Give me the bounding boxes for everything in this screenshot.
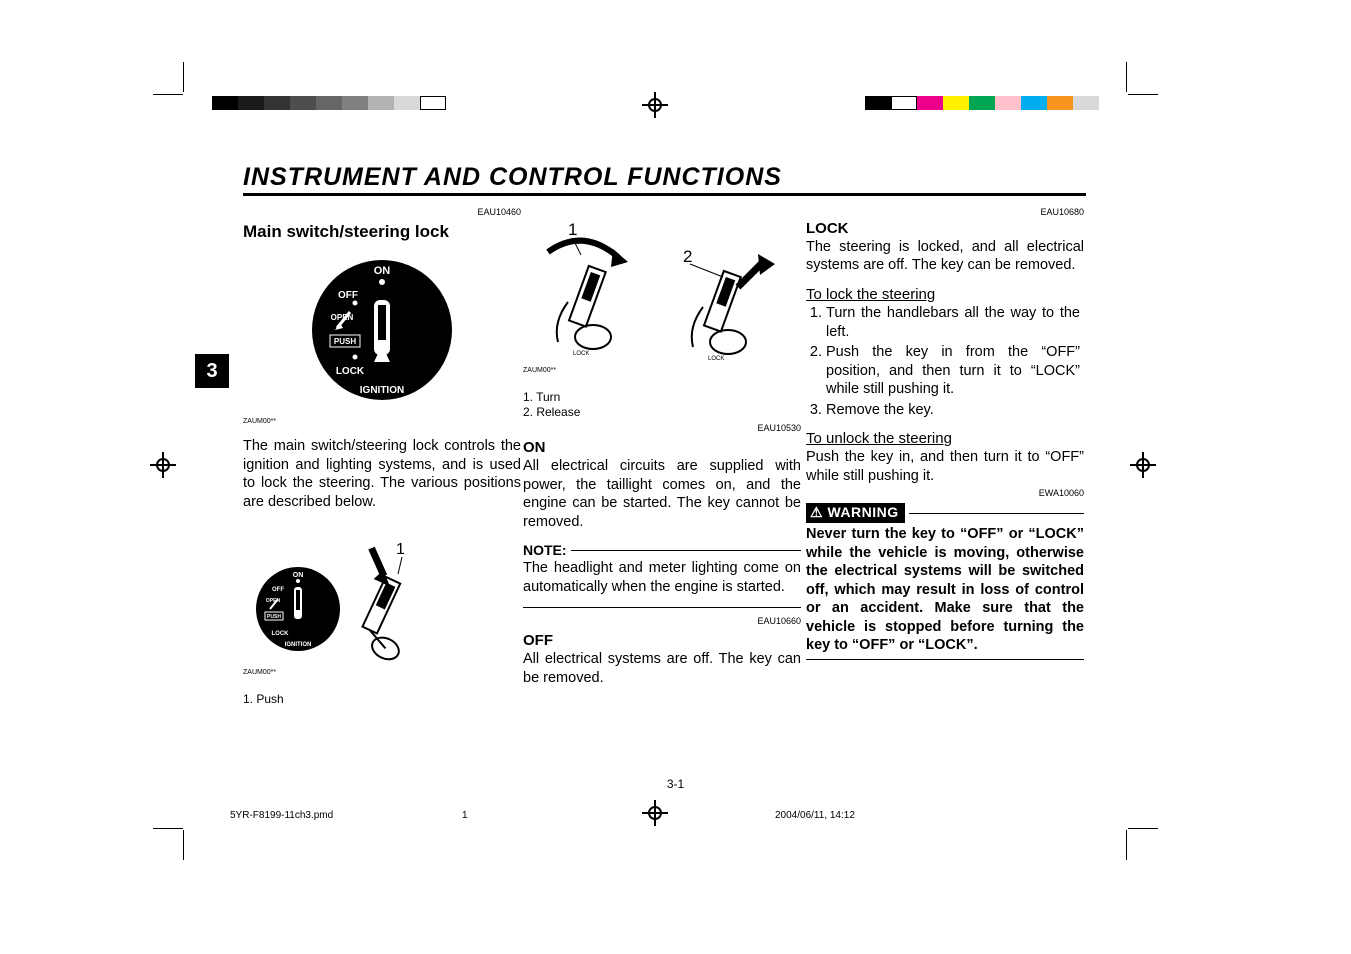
footer-sheet: 1 xyxy=(462,810,468,821)
subsection-heading: LOCK xyxy=(806,219,1084,238)
svg-text:LOCK: LOCK xyxy=(272,631,290,637)
svg-text:ON: ON xyxy=(293,572,304,579)
crop-mark xyxy=(1126,62,1127,92)
svg-text:LOCK: LOCK xyxy=(708,356,724,362)
svg-text:1: 1 xyxy=(396,541,405,558)
list-item: Push the key in from the “OFF” position,… xyxy=(826,343,1084,399)
figure-code: ZAUM00** xyxy=(243,418,521,427)
svg-text:OPEN: OPEN xyxy=(266,598,281,604)
column-2: LOCK 1 LOCK 2 ZAUM00** 1. Turn 2. Rel xyxy=(523,207,801,687)
svg-text:LOCK: LOCK xyxy=(573,351,589,357)
crop-mark xyxy=(153,828,183,829)
svg-text:PUSH: PUSH xyxy=(267,614,281,620)
lock-steps-list: Turn the handlebars all the way to the l… xyxy=(826,304,1084,419)
registration-mark-icon xyxy=(642,800,668,826)
color-calibration-squares xyxy=(865,96,1099,110)
figure-label: 1. Turn xyxy=(523,390,801,405)
column-1: EAU10460 Main switch/steering lock ON OF… xyxy=(243,207,521,708)
figure-code: ZAUM00** xyxy=(243,669,521,678)
chapter-title: INSTRUMENT AND CONTROL FUNCTIONS xyxy=(243,163,782,192)
crop-mark xyxy=(183,62,184,92)
svg-text:1: 1 xyxy=(568,220,577,239)
svg-text:IGNITION: IGNITION xyxy=(360,385,404,396)
crop-mark xyxy=(153,94,183,95)
body-text: Push the key in, and then turn it to “OF… xyxy=(806,448,1084,485)
column-3: EAU10680 LOCK The steering is locked, an… xyxy=(806,207,1084,666)
svg-text:ON: ON xyxy=(374,265,391,277)
crop-mark xyxy=(1128,94,1158,95)
registration-mark-icon xyxy=(1130,452,1156,478)
doc-code: EAU10680 xyxy=(806,207,1084,219)
registration-mark-icon xyxy=(150,452,176,478)
crop-mark xyxy=(183,830,184,860)
body-text: The steering is locked, and all electric… xyxy=(806,238,1084,275)
list-item: Remove the key. xyxy=(826,401,1084,420)
note-body: The headlight and meter lighting come on… xyxy=(523,559,801,596)
note-label: NOTE: xyxy=(523,542,567,560)
warning-label: ⚠ WARNING xyxy=(806,503,905,523)
svg-text:OFF: OFF xyxy=(338,290,358,301)
subsection-heading: OFF xyxy=(523,631,801,650)
doc-code: EAU10660 xyxy=(523,616,801,628)
rule-icon xyxy=(909,513,1084,514)
subsection-heading: ON xyxy=(523,438,801,457)
footer-timestamp: 2004/06/11, 14:12 xyxy=(775,810,855,821)
note-heading: NOTE: xyxy=(523,542,801,560)
footer-filename: 5YR-F8199-11ch3.pmd xyxy=(230,810,333,821)
svg-text:OFF: OFF xyxy=(272,587,284,593)
ignition-dial-figure: ON OFF OPEN PUSH LOCK IGNITION xyxy=(243,250,521,410)
svg-text:PUSH: PUSH xyxy=(334,337,356,346)
figure-code: ZAUM00** xyxy=(523,367,801,376)
rule-icon xyxy=(806,659,1084,660)
list-item: Turn the handlebars all the way to the l… xyxy=(826,304,1084,341)
title-rule xyxy=(243,193,1086,196)
procedure-heading: To lock the steering xyxy=(806,285,1084,304)
crop-mark xyxy=(1126,830,1127,860)
figure-label: 2. Release xyxy=(523,405,801,420)
svg-text:LOCK: LOCK xyxy=(336,366,365,377)
gray-calibration-squares xyxy=(212,96,446,110)
body-text: All electrical systems are off. The key … xyxy=(523,650,801,687)
body-text: The main switch/steering lock controls t… xyxy=(243,437,521,511)
turn-release-figure: LOCK 1 LOCK 2 xyxy=(523,207,801,367)
warning-body: Never turn the key to “OFF” or “LOCK” wh… xyxy=(806,525,1084,655)
body-text: All electrical circuits are supplied wit… xyxy=(523,457,801,531)
svg-text:IGNITION: IGNITION xyxy=(285,642,312,648)
procedure-heading: To unlock the steering xyxy=(806,429,1084,448)
doc-code: EAU10530 xyxy=(523,423,801,435)
doc-code: EWA10060 xyxy=(806,488,1084,500)
section-heading: Main switch/steering lock xyxy=(243,221,521,243)
chapter-tab: 3 xyxy=(195,354,229,388)
page-number: 3-1 xyxy=(0,777,1351,791)
figure-label: 1. Push xyxy=(243,692,521,707)
svg-text:2: 2 xyxy=(683,247,692,266)
rule-icon xyxy=(571,550,801,551)
crop-mark xyxy=(1128,828,1158,829)
warning-heading: ⚠ WARNING xyxy=(806,503,1084,523)
rule-icon xyxy=(523,607,801,608)
push-key-figure: ON OFF OPEN PUSH LOCK IGNITION 1 xyxy=(243,539,521,669)
doc-code: EAU10460 xyxy=(243,207,521,219)
registration-mark-icon xyxy=(642,92,668,118)
